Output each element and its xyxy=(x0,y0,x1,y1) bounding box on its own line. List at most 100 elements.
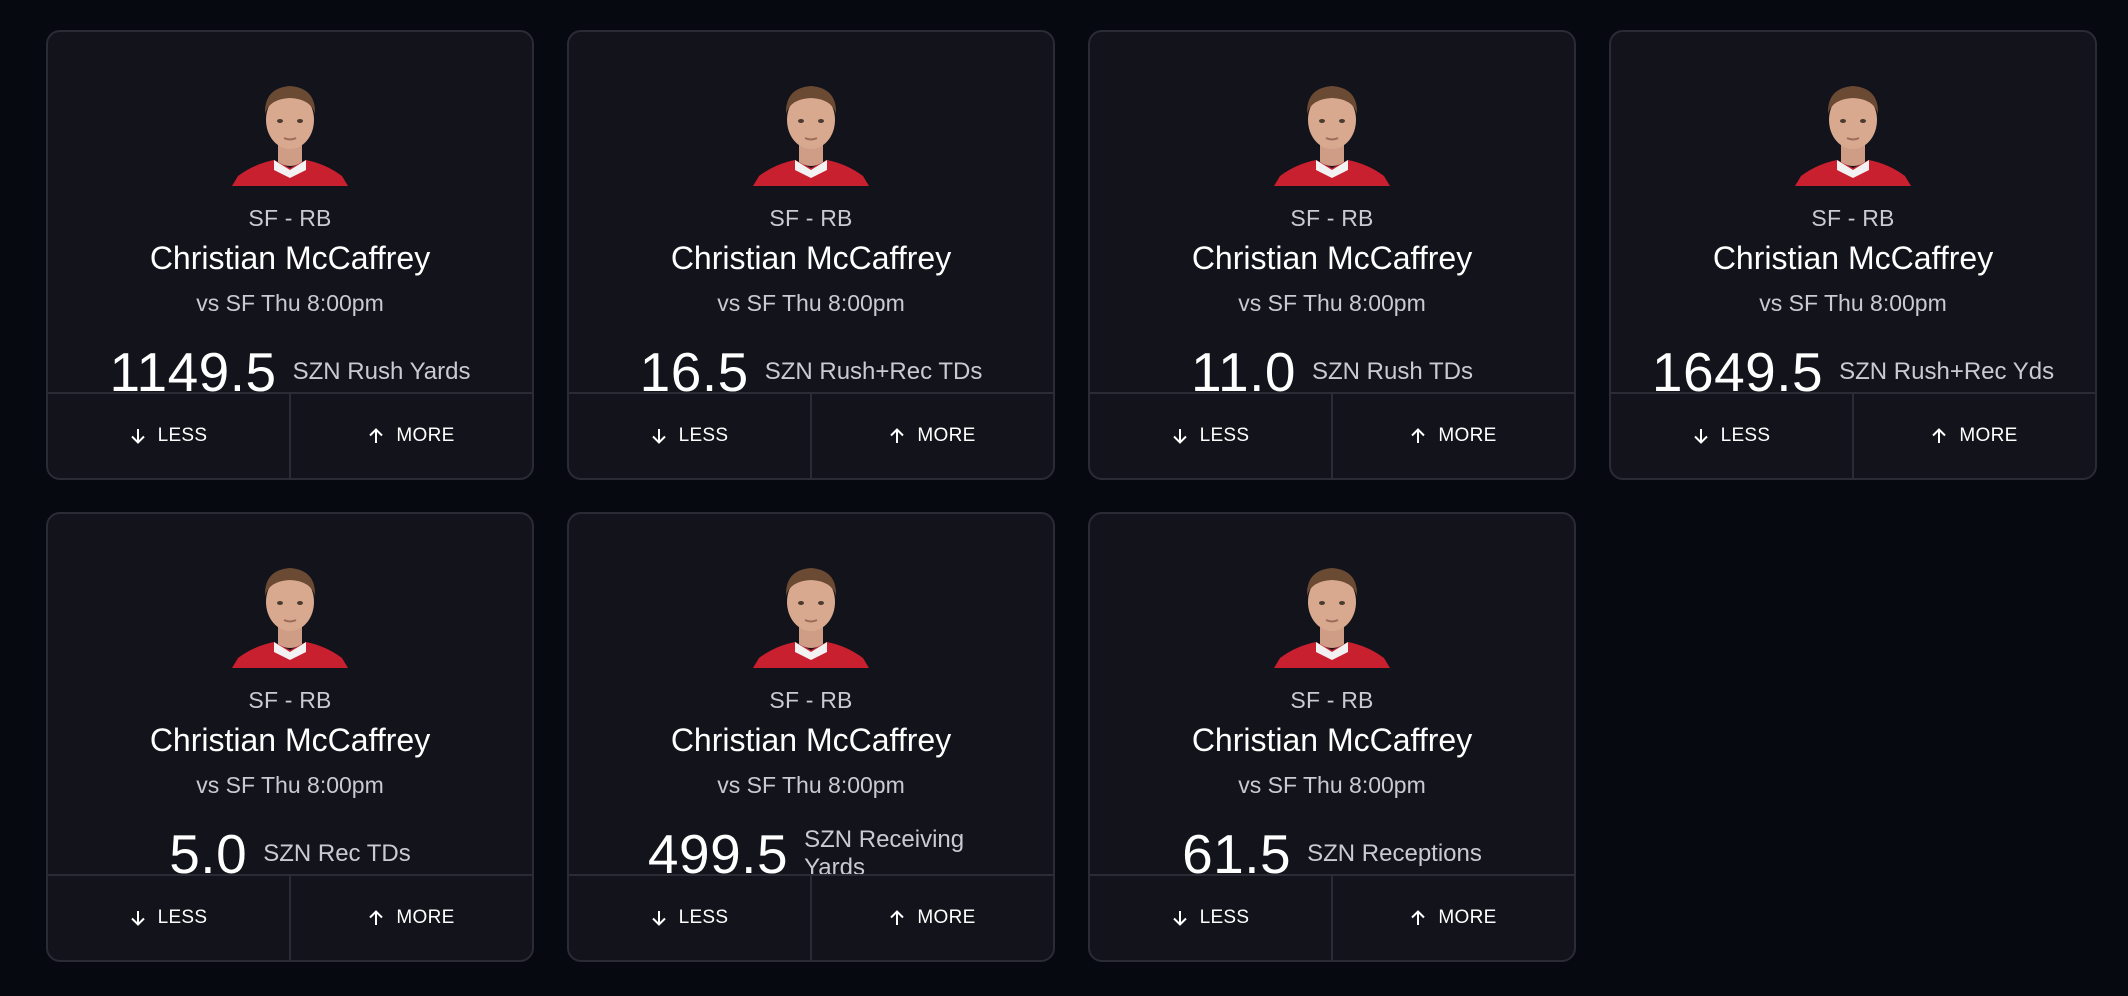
arrow-down-icon xyxy=(1172,429,1187,444)
less-button[interactable]: LESS xyxy=(569,394,810,478)
player-avatar xyxy=(753,556,869,668)
projection-card[interactable]: SF - RB Christian McCaffrey vs SF Thu 8:… xyxy=(1088,512,1576,962)
less-label: LESS xyxy=(1720,425,1771,446)
team-position: SF - RB xyxy=(1290,205,1374,231)
arrow-up-icon xyxy=(1411,910,1426,925)
player-name: Christian McCaffrey xyxy=(1191,240,1473,276)
pick-actions: LESS MORE xyxy=(569,874,1053,960)
less-label: LESS xyxy=(1199,907,1250,928)
game-matchup: vs SF Thu 8:00pm xyxy=(1238,290,1426,316)
game-matchup: vs SF Thu 8:00pm xyxy=(1238,772,1426,798)
team-position: SF - RB xyxy=(1290,687,1374,713)
pick-actions: LESS MORE xyxy=(1090,392,1574,478)
game-matchup: vs SF Thu 8:00pm xyxy=(1759,290,1947,316)
player-name: Christian McCaffrey xyxy=(149,240,431,276)
arrow-down-icon xyxy=(651,429,666,444)
pick-actions: LESS MORE xyxy=(48,392,532,478)
player-avatar xyxy=(1795,74,1911,186)
more-button[interactable]: MORE xyxy=(810,394,1053,478)
more-button[interactable]: MORE xyxy=(810,876,1053,960)
projection-card[interactable]: SF - RB Christian McCaffrey vs SF Thu 8:… xyxy=(567,30,1055,480)
projection-line: 5.0 SZN Rec TDs xyxy=(48,810,532,898)
arrow-down-icon xyxy=(651,911,666,926)
less-label: LESS xyxy=(678,425,729,446)
more-button[interactable]: MORE xyxy=(289,394,532,478)
less-button[interactable]: LESS xyxy=(1611,394,1852,478)
projection-card[interactable]: SF - RB Christian McCaffrey vs SF Thu 8:… xyxy=(46,30,534,480)
player-headshot-image xyxy=(1795,86,1911,186)
more-label: MORE xyxy=(396,425,455,446)
less-label: LESS xyxy=(157,425,208,446)
pick-actions: LESS MORE xyxy=(48,874,532,960)
more-label: MORE xyxy=(1438,425,1497,446)
arrow-down-icon xyxy=(130,911,145,926)
projection-card[interactable]: SF - RB Christian McCaffrey vs SF Thu 8:… xyxy=(567,512,1055,962)
less-label: LESS xyxy=(157,907,208,928)
player-avatar xyxy=(232,74,348,186)
line-value: 1149.5 xyxy=(109,340,277,403)
projection-card[interactable]: SF - RB Christian McCaffrey vs SF Thu 8:… xyxy=(1088,30,1576,480)
player-avatar xyxy=(1274,556,1390,668)
player-headshot-image xyxy=(1274,568,1390,668)
less-button[interactable]: LESS xyxy=(48,394,289,478)
line-value: 61.5 xyxy=(1182,822,1292,885)
arrow-up-icon xyxy=(369,910,384,925)
game-matchup: vs SF Thu 8:00pm xyxy=(196,290,384,316)
more-label: MORE xyxy=(1959,425,2018,446)
projection-card[interactable]: SF - RB Christian McCaffrey vs SF Thu 8:… xyxy=(46,512,534,962)
stat-label: SZN Receptions xyxy=(1307,840,1482,867)
pick-actions: LESS MORE xyxy=(1611,392,2095,478)
line-value: 16.5 xyxy=(639,340,749,403)
arrow-up-icon xyxy=(890,428,905,443)
line-value: 499.5 xyxy=(647,822,789,885)
less-label: LESS xyxy=(678,907,729,928)
less-button[interactable]: LESS xyxy=(1090,394,1331,478)
player-headshot-image xyxy=(753,86,869,186)
arrow-down-icon xyxy=(1693,429,1708,444)
game-matchup: vs SF Thu 8:00pm xyxy=(717,290,905,316)
player-name: Christian McCaffrey xyxy=(670,240,952,276)
pick-actions: LESS MORE xyxy=(1090,874,1574,960)
player-headshot-image xyxy=(753,568,869,668)
player-avatar xyxy=(232,556,348,668)
projection-card[interactable]: SF - RB Christian McCaffrey vs SF Thu 8:… xyxy=(1609,30,2097,480)
projection-line: 16.5 SZN Rush+Rec TDs xyxy=(569,328,1053,416)
player-avatar xyxy=(1274,74,1390,186)
arrow-up-icon xyxy=(890,910,905,925)
player-headshot-image xyxy=(232,568,348,668)
player-name: Christian McCaffrey xyxy=(670,722,952,758)
projection-line: 61.5 SZN Receptions xyxy=(1090,810,1574,898)
stat-label: SZN Receiving Yards xyxy=(804,826,965,881)
arrow-up-icon xyxy=(1411,428,1426,443)
stat-label: SZN Rush Yards xyxy=(292,358,471,385)
team-position: SF - RB xyxy=(248,205,332,231)
game-matchup: vs SF Thu 8:00pm xyxy=(717,772,905,798)
line-value: 5.0 xyxy=(169,822,248,885)
more-button[interactable]: MORE xyxy=(1331,394,1574,478)
stat-label: SZN Rush+Rec Yds xyxy=(1839,358,2055,385)
less-button[interactable]: LESS xyxy=(569,876,810,960)
team-position: SF - RB xyxy=(769,205,853,231)
team-position: SF - RB xyxy=(248,687,332,713)
more-button[interactable]: MORE xyxy=(289,876,532,960)
player-headshot-image xyxy=(232,86,348,186)
projection-line: 11.0 SZN Rush TDs xyxy=(1090,328,1574,416)
pick-actions: LESS MORE xyxy=(569,392,1053,478)
less-button[interactable]: LESS xyxy=(48,876,289,960)
arrow-up-icon xyxy=(1932,428,1947,443)
player-headshot-image xyxy=(1274,86,1390,186)
team-position: SF - RB xyxy=(1811,205,1895,231)
less-button[interactable]: LESS xyxy=(1090,876,1331,960)
player-name: Christian McCaffrey xyxy=(1712,240,1994,276)
player-name: Christian McCaffrey xyxy=(1191,722,1473,758)
player-avatar xyxy=(753,74,869,186)
arrow-down-icon xyxy=(130,429,145,444)
stat-label: SZN Rush+Rec TDs xyxy=(764,358,983,385)
more-button[interactable]: MORE xyxy=(1331,876,1574,960)
arrow-down-icon xyxy=(1172,911,1187,926)
stat-label: SZN Rush TDs xyxy=(1312,358,1473,385)
more-button[interactable]: MORE xyxy=(1852,394,2095,478)
line-value: 11.0 xyxy=(1191,340,1297,403)
team-position: SF - RB xyxy=(769,687,853,713)
less-label: LESS xyxy=(1199,425,1250,446)
